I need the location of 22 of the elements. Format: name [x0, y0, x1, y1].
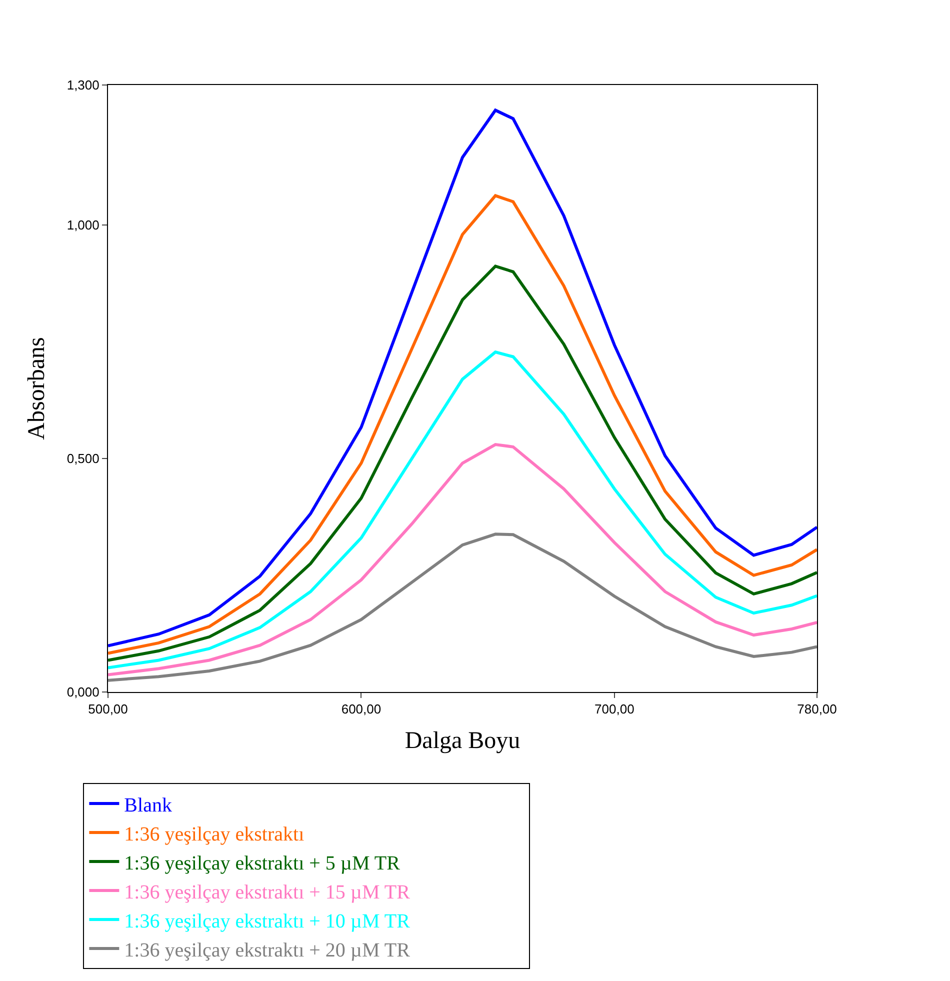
x-tick-label: 600,00 — [341, 702, 382, 717]
line-series — [108, 264, 817, 662]
y-tick-label: 1,300 — [66, 78, 100, 93]
x-axis-title: Dalga Boyu — [404, 728, 520, 754]
y-tick-label: 1,000 — [66, 218, 100, 233]
line-series — [108, 194, 817, 655]
legend-label: Blank — [124, 794, 172, 816]
legend-label: 1:36 yeşilçay ekstraktı — [124, 823, 305, 846]
y-axis-title: Absorbans — [24, 337, 50, 440]
x-tick-label: 500,00 — [88, 702, 128, 717]
legend-label: 1:36 yeşilçay ekstraktı + 15 µM TR — [124, 881, 411, 904]
x-tick-label: 700,00 — [594, 702, 634, 717]
line-series — [108, 532, 817, 682]
line-series — [108, 108, 817, 648]
y-tick-label: 0,000 — [66, 684, 100, 700]
x-tick-label: 780,00 — [797, 702, 837, 717]
y-tick-label: 0,500 — [66, 451, 100, 466]
legend-label: 1:36 yeşilçay ekstraktı + 20 µM TR — [124, 939, 411, 962]
line-series — [108, 443, 817, 676]
legend-label: 1:36 yeşilçay ekstraktı + 10 µM TR — [124, 910, 411, 932]
legend-label: 1:36 yeşilçay ekstraktı + 5 µM TR — [124, 852, 401, 874]
line-series — [108, 350, 817, 670]
